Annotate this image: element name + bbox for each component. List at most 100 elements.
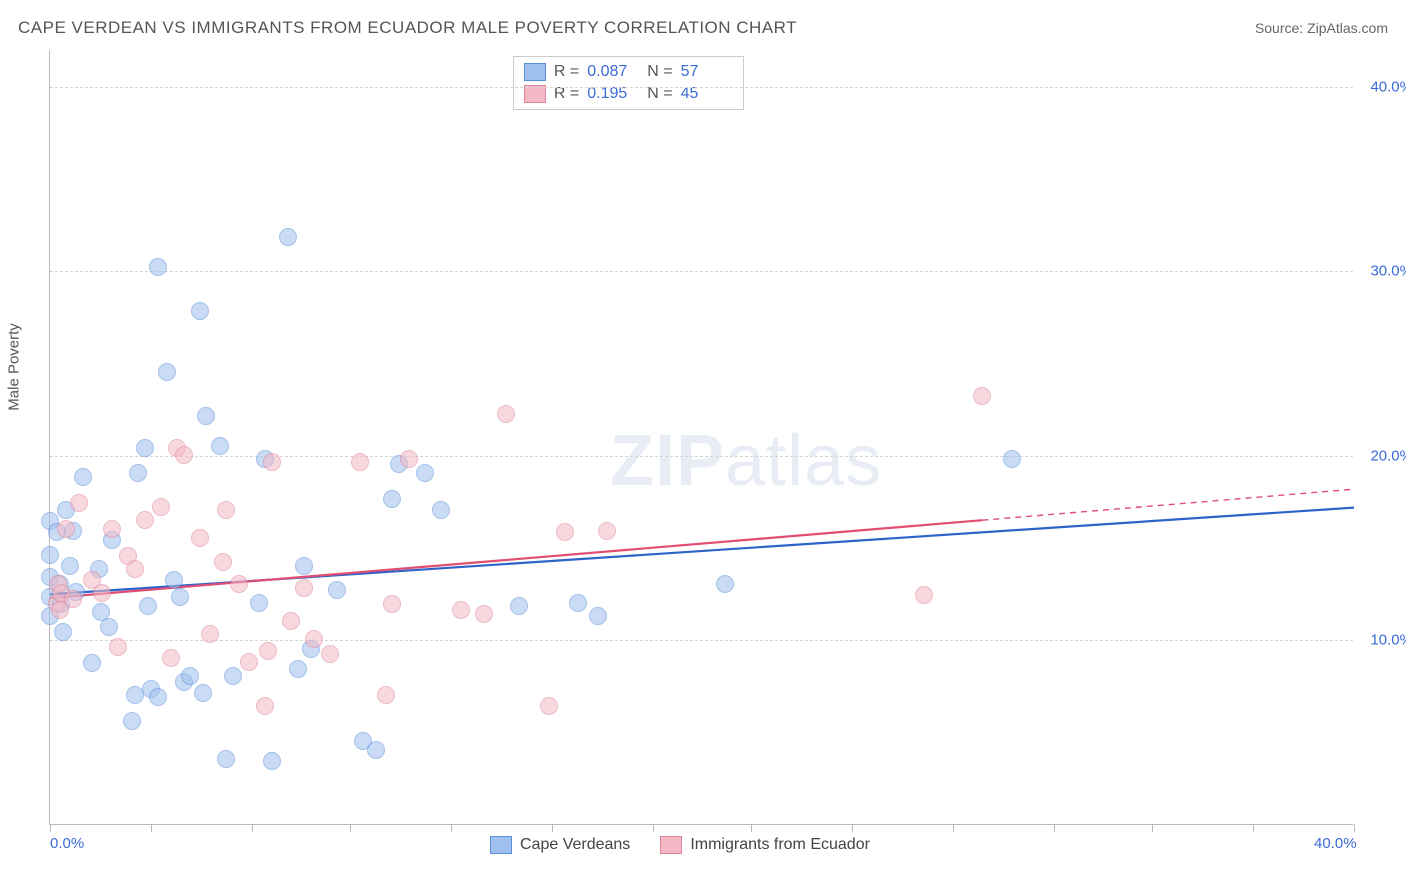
x-tick xyxy=(1253,824,1254,832)
data-point xyxy=(93,584,111,602)
data-point xyxy=(556,523,574,541)
data-point xyxy=(589,607,607,625)
data-point xyxy=(259,642,277,660)
gridline xyxy=(50,640,1353,641)
data-point xyxy=(162,649,180,667)
x-tick xyxy=(252,824,253,832)
data-point xyxy=(475,605,493,623)
data-point xyxy=(282,612,300,630)
data-point xyxy=(289,660,307,678)
data-point xyxy=(569,594,587,612)
data-point xyxy=(57,520,75,538)
data-point xyxy=(217,501,235,519)
data-point xyxy=(230,575,248,593)
x-tick xyxy=(1152,824,1153,832)
legend-r-label: R = xyxy=(554,63,579,81)
data-point xyxy=(240,653,258,671)
data-point xyxy=(41,546,59,564)
data-point xyxy=(70,494,88,512)
series-legend: Cape Verdeans Immigrants from Ecuador xyxy=(490,836,870,854)
data-point xyxy=(377,686,395,704)
x-tick xyxy=(653,824,654,832)
y-axis-label: Male Poverty xyxy=(6,323,23,411)
data-point xyxy=(152,498,170,516)
legend-swatch xyxy=(660,836,682,854)
data-point xyxy=(432,501,450,519)
data-point xyxy=(1003,450,1021,468)
data-point xyxy=(158,363,176,381)
data-point xyxy=(123,712,141,730)
chart-header: CAPE VERDEAN VS IMMIGRANTS FROM ECUADOR … xyxy=(18,18,1388,38)
data-point xyxy=(61,557,79,575)
data-point xyxy=(305,630,323,648)
legend-row: R = 0.087 N = 57 xyxy=(524,61,733,83)
legend-label: Immigrants from Ecuador xyxy=(690,836,870,854)
legend-item: Immigrants from Ecuador xyxy=(660,836,870,854)
data-point xyxy=(126,686,144,704)
x-tick xyxy=(852,824,853,832)
regression-lines xyxy=(50,50,1354,825)
legend-item: Cape Verdeans xyxy=(490,836,630,854)
data-point xyxy=(194,684,212,702)
data-point xyxy=(295,557,313,575)
x-tick xyxy=(953,824,954,832)
data-point xyxy=(109,638,127,656)
data-point xyxy=(136,439,154,457)
data-point xyxy=(171,588,189,606)
x-tick xyxy=(350,824,351,832)
data-point xyxy=(197,407,215,425)
data-point xyxy=(973,387,991,405)
data-point xyxy=(165,571,183,589)
data-point xyxy=(211,437,229,455)
chart-title: CAPE VERDEAN VS IMMIGRANTS FROM ECUADOR … xyxy=(18,18,797,38)
data-point xyxy=(74,468,92,486)
x-tick xyxy=(751,824,752,832)
data-point xyxy=(367,741,385,759)
y-tick-label: 30.0% xyxy=(1370,263,1406,280)
data-point xyxy=(256,697,274,715)
data-point xyxy=(217,750,235,768)
legend-n-label: N = xyxy=(647,63,672,81)
legend-label: Cape Verdeans xyxy=(520,836,630,854)
data-point xyxy=(100,618,118,636)
regression-line-extrapolated xyxy=(982,489,1354,520)
data-point xyxy=(191,302,209,320)
data-point xyxy=(64,590,82,608)
data-point xyxy=(181,667,199,685)
data-point xyxy=(139,597,157,615)
y-tick-label: 40.0% xyxy=(1370,78,1406,95)
data-point xyxy=(175,446,193,464)
data-point xyxy=(136,511,154,529)
source-attribution: Source: ZipAtlas.com xyxy=(1255,20,1388,36)
data-point xyxy=(149,688,167,706)
watermark: ZIPatlas xyxy=(610,420,882,502)
data-point xyxy=(598,522,616,540)
legend-n-value: 57 xyxy=(681,63,733,81)
legend-swatch xyxy=(490,836,512,854)
gridline xyxy=(50,456,1353,457)
watermark-rest: atlas xyxy=(725,421,882,501)
legend-r-value: 0.087 xyxy=(587,63,639,81)
x-tick xyxy=(50,824,51,832)
x-tick xyxy=(151,824,152,832)
data-point xyxy=(103,520,121,538)
data-point xyxy=(452,601,470,619)
x-tick xyxy=(552,824,553,832)
data-point xyxy=(383,490,401,508)
regression-legend: R =0.087N =57R =0.195N =45 xyxy=(513,56,744,110)
x-tick-label: 40.0% xyxy=(1314,835,1357,852)
y-tick-label: 20.0% xyxy=(1370,447,1406,464)
data-point xyxy=(540,697,558,715)
data-point xyxy=(263,453,281,471)
source-label: Source: xyxy=(1255,20,1303,36)
x-tick xyxy=(1354,824,1355,832)
data-point xyxy=(295,579,313,597)
data-point xyxy=(351,453,369,471)
gridline xyxy=(50,271,1353,272)
data-point xyxy=(129,464,147,482)
data-point xyxy=(83,654,101,672)
x-tick-label: 0.0% xyxy=(50,835,84,852)
source-name: ZipAtlas.com xyxy=(1307,20,1388,36)
x-tick xyxy=(451,824,452,832)
data-point xyxy=(400,450,418,468)
